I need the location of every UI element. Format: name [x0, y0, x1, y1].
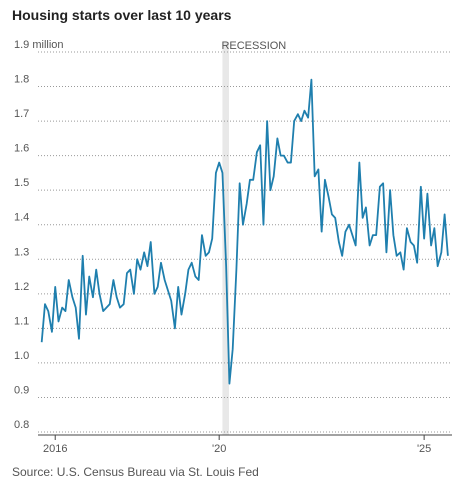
- source-note: Source: U.S. Census Bureau via St. Louis…: [12, 465, 259, 479]
- y-tick-label: 1.0: [14, 350, 29, 362]
- y-tick-label: 1.8: [14, 74, 29, 86]
- chart-title: Housing starts over last 10 years: [12, 7, 232, 23]
- series-line: [40, 78, 449, 385]
- y-tick-label: 1.5: [14, 177, 29, 189]
- y-tick-label: 1.6: [14, 143, 29, 155]
- y-tick-label: 1.2: [14, 281, 29, 293]
- y-tick-label: 1.1: [14, 315, 29, 327]
- y-tick-label: 1.4: [14, 212, 29, 224]
- x-tick-label: '25: [417, 443, 431, 455]
- y-tick-label: 1.3: [14, 246, 29, 258]
- recession-label: RECESSION: [221, 40, 286, 52]
- y-tick-label: 0.8: [14, 419, 29, 431]
- y-tick-label: 1.7: [14, 108, 29, 120]
- y-tick-label: 0.9: [14, 384, 29, 396]
- x-tick-label: 2016: [43, 443, 67, 455]
- y-tick-label: 1.9 million: [14, 39, 64, 51]
- x-tick-label: '20: [212, 443, 226, 455]
